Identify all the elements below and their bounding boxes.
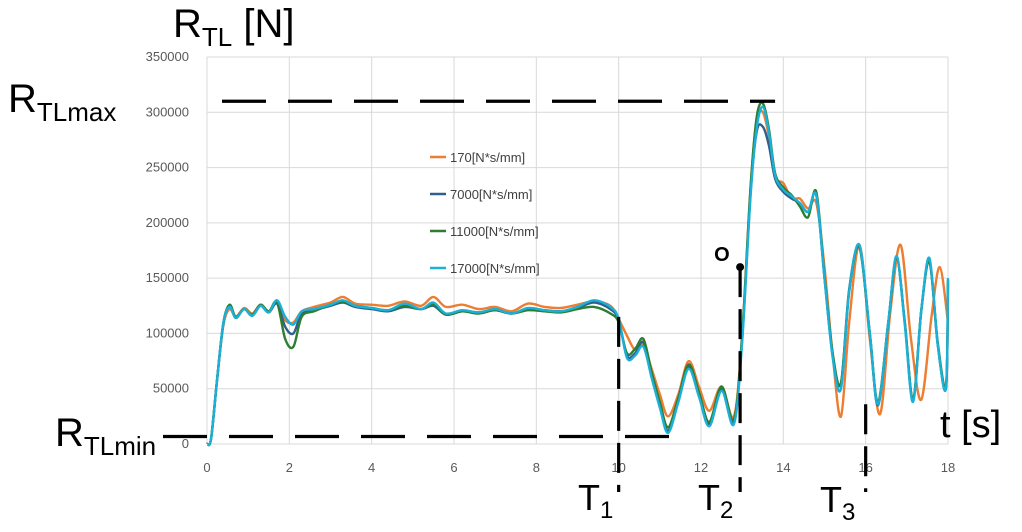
y-tick-label: 50000 <box>153 381 189 396</box>
x-tick-label: 4 <box>368 460 375 475</box>
series-layer <box>205 101 950 447</box>
y-axis-title: RTL [N] <box>173 2 294 52</box>
y-tick-label: 200000 <box>146 215 189 230</box>
x-tick-label: 2 <box>286 460 293 475</box>
x-tick-label: 18 <box>941 460 955 475</box>
point-o-marker <box>736 263 745 272</box>
y-tick-label: 250000 <box>146 160 189 175</box>
x-tick-label: 14 <box>776 460 790 475</box>
legend: 170[N*s/mm] 7000[N*s/mm] 11000[N*s/mm] 1700… <box>430 150 540 276</box>
t2-label: T2 <box>698 477 733 524</box>
series-line-3 <box>205 105 950 447</box>
y-tick-label: 150000 <box>146 270 189 285</box>
rtlmin-label: RTLmin <box>55 411 156 461</box>
rtlmax-label: RTLmax <box>8 77 116 127</box>
labels: RTL [N] RTLmax RTLmin T1 T2 T3 t [s] <box>8 2 1001 526</box>
y-tick-label: 350000 <box>146 49 189 64</box>
legend-label-1: 7000[N*s/mm] <box>450 187 532 202</box>
y-tick-label: 100000 <box>146 325 189 340</box>
legend-label-0: 170[N*s/mm] <box>450 150 525 165</box>
legend-label-3: 17000[N*s/mm] <box>450 261 540 276</box>
x-tick-label: 6 <box>450 460 457 475</box>
x-tick-label: 12 <box>694 460 708 475</box>
x-tick-label: 8 <box>533 460 540 475</box>
legend-label-2: 11000[N*s/mm] <box>450 224 539 239</box>
y-tick-label: 300000 <box>146 104 189 119</box>
x-tick-label: 0 <box>203 460 210 475</box>
axes: 0 50000 100000 150000 200000 250000 300000 3500… <box>146 49 956 475</box>
point-o-label: O <box>714 244 730 266</box>
annotations: O <box>163 99 868 492</box>
t1-label: T1 <box>578 477 613 524</box>
y-tick-label: 0 <box>182 436 189 451</box>
t3-label: T3 <box>820 479 855 526</box>
x-axis-title: t [s] <box>940 404 1001 446</box>
